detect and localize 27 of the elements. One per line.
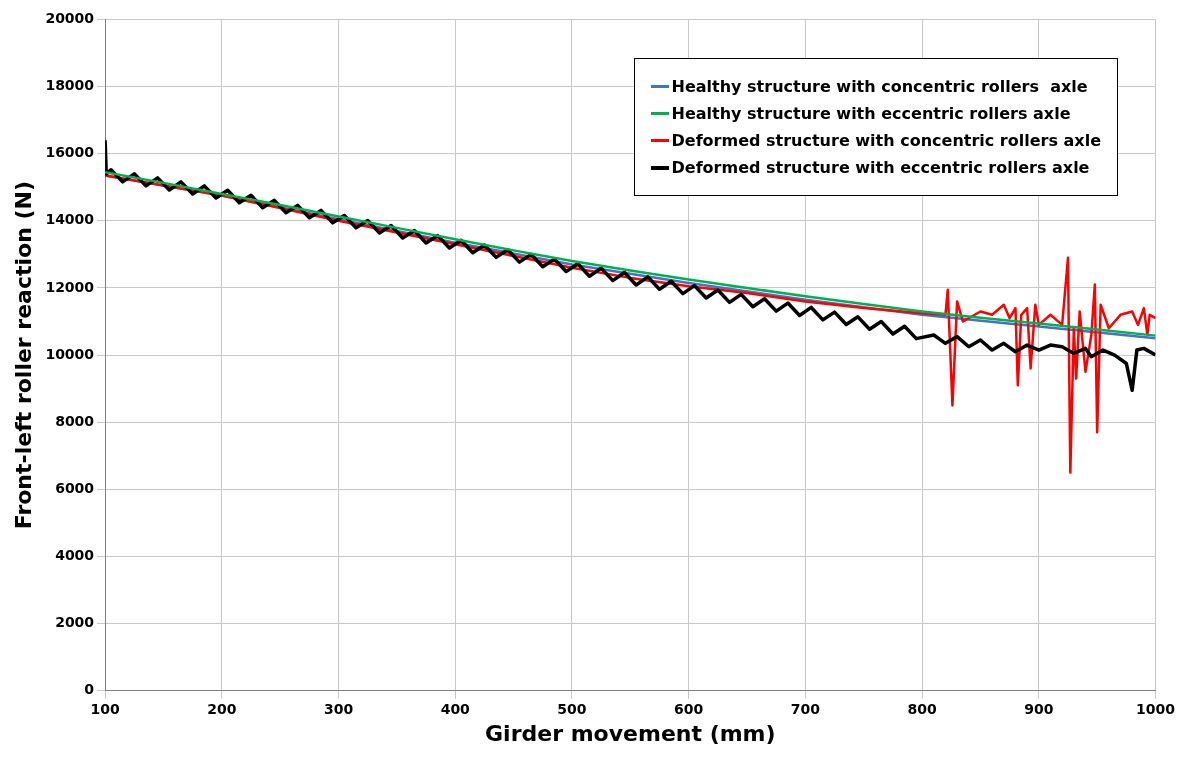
x-tick-label: 500: [557, 700, 587, 717]
legend-label: Deformed structure with concentric rollers axle: [671, 131, 1101, 150]
x-tick-label: 800: [907, 700, 937, 717]
y-tick-label: 12000: [45, 278, 95, 295]
y-tick-label: 4000: [55, 547, 95, 564]
x-tick-label: 900: [1024, 700, 1054, 717]
y-tick-label: 8000: [55, 412, 95, 429]
y-tick-label: 14000: [45, 211, 95, 228]
x-tick-label: 300: [323, 700, 354, 717]
y-tick-label: 18000: [45, 77, 95, 94]
y-tick-label: 0: [84, 681, 95, 698]
x-axis-title: Girder movement (mm): [485, 720, 776, 746]
legend-label: Healthy structure with eccentric rollers axle: [671, 104, 1071, 123]
y-tick-label: 6000: [55, 480, 95, 497]
x-tick-label: 1000: [1136, 700, 1176, 717]
y-tick-label: 20000: [45, 10, 95, 27]
x-tick-label: 100: [90, 700, 120, 717]
legend-label: Healthy structure with concentric rollers axle: [671, 77, 1088, 96]
y-tick-label: 16000: [45, 144, 95, 161]
x-tick-label: 600: [674, 700, 704, 717]
x-tick-label: 400: [440, 700, 471, 717]
legend-label: Deformed structure with eccentric rollers axle: [671, 158, 1090, 177]
x-tick-label: 200: [207, 700, 237, 717]
y-tick-label: 10000: [45, 345, 95, 362]
y-axis-title: Front-left roller reaction (N): [10, 180, 36, 530]
y-tick-label: 2000: [55, 614, 95, 631]
x-tick-label: 700: [790, 700, 821, 717]
